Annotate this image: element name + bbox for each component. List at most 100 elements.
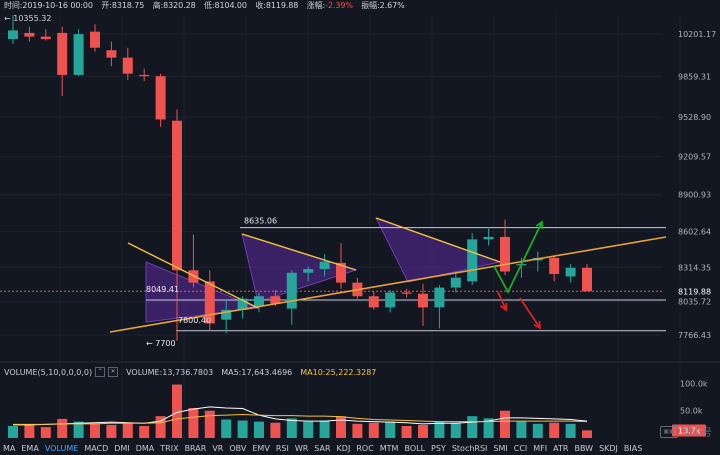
tab-brar[interactable]: BRAR [184,443,207,453]
tab-roc[interactable]: ROC [356,443,374,453]
tab-obv[interactable]: OBV [229,443,247,453]
price-axis-label: 8314.35 [678,263,711,272]
volume-axis-label: 13.7k [678,427,701,436]
ma10-line [13,414,588,425]
arrow-down [497,291,507,311]
volume-bar [385,421,396,438]
tab-kdj[interactable]: KDJ [336,443,351,453]
tab-dma[interactable]: DMA [135,443,155,453]
tab-emv[interactable]: EMV [252,443,270,453]
candle [73,29,84,77]
tab-ema[interactable]: EMA [21,443,39,453]
volume-current-badge [672,424,706,437]
candle [254,292,264,313]
low-label: 低:8104.00 [204,1,247,10]
collapse-icon[interactable]: ⌃ [95,367,106,377]
price-axis-label: 7766.43 [678,331,711,340]
tab-vr[interactable]: VR [212,443,224,453]
volume-bar [270,422,281,438]
candle-body [57,32,68,75]
volume-indicator-label[interactable]: VOLUME(5,10,0,0,0,0) [4,367,93,377]
volume-bar [204,410,215,438]
volume-bar [516,421,527,438]
candle-body [483,236,494,240]
volume-bar [90,423,100,438]
tab-bias[interactable]: BIAS [623,443,643,453]
tab-ma[interactable]: MA [3,443,16,453]
candle-body [73,34,84,75]
tab-rsi[interactable]: RSI [275,443,289,453]
candle [204,270,215,331]
ohlc-bar: 时间:2019-10-16 00:00 开:8318.75 高:8320.28 … [4,0,411,12]
volume-bar [450,422,461,438]
tab-trix[interactable]: TRIX [160,443,179,453]
volume-bar [221,419,232,438]
tab-stochrsi[interactable]: StochRSI [451,443,488,453]
watermark-logo-icon: ▣▣ [660,425,678,438]
downtrend-line [375,217,501,263]
candle-body [500,236,510,272]
close-icon[interactable]: ✕ [108,367,119,377]
candle-body [319,261,330,270]
volume-bar [483,418,494,438]
volume-bar [40,427,51,438]
candle-body [582,267,592,292]
tab-atr[interactable]: ATR [553,443,569,453]
arrow-up-head [535,220,544,230]
tab-cci[interactable]: CCI [513,443,528,453]
volume-bar [155,416,166,438]
resistance-label: 8635.06 [244,217,277,226]
tab-dmi[interactable]: DMI [114,443,130,453]
volume-bar [336,416,346,438]
volume-bar [24,424,35,438]
tab-skdj[interactable]: SKDJ [599,443,618,453]
change-label: 涨幅: [306,1,326,10]
candle [221,299,232,334]
volume-bar [467,416,478,438]
candle-body [237,298,248,310]
candle [8,14,18,45]
candle [122,47,133,80]
tab-sar[interactable]: SAR [314,443,331,453]
candle-body [336,262,346,283]
volume-bar [565,423,576,438]
candle-body [40,36,51,40]
candle [418,283,428,326]
tab-wr[interactable]: WR [294,443,309,453]
ma5-line [13,406,588,426]
tab-mfi[interactable]: MFI [533,443,548,453]
tab-volume[interactable]: VOLUME [44,443,79,453]
ma10-value: MA10:25,222.3287 [300,367,377,377]
candle-body [450,277,461,288]
current-price-label: 8119.88 [678,287,711,296]
uptrend-line [109,236,667,333]
volume-bar [303,421,314,438]
candle [172,109,182,341]
candle-body [155,76,166,120]
price-axis-label: 8035.72 [678,298,711,307]
tab-macd[interactable]: MACD [84,443,109,453]
volume-bar [418,424,428,438]
candle-body [549,257,560,274]
volume-bar [434,421,445,438]
volume-bar [188,408,199,438]
tab-boll[interactable]: BOLL [404,443,426,453]
candle [319,254,330,277]
tab-bbw[interactable]: BBW [574,443,594,453]
support-mid-label: 8049.41 [146,285,179,294]
candle-body [24,32,35,37]
volume-bar [401,426,412,438]
triangle-pattern [145,261,260,323]
volume-legend: VOLUME(5,10,0,0,0,0) ⌃ ✕ VOLUME:13,736.7… [4,367,376,377]
tab-mtm[interactable]: MTM [379,443,399,453]
period-high-label: ← 10355.32 [4,14,52,23]
tab-psy[interactable]: PSY [431,443,446,453]
candle-body [385,292,396,308]
watermark-text: 非小号 [682,428,712,439]
candle [303,266,314,282]
tab-smi[interactable]: SMI [493,443,508,453]
amplitude-label: 振幅:2.67% [361,1,405,10]
candle [24,26,35,42]
volume-bar [172,384,182,438]
